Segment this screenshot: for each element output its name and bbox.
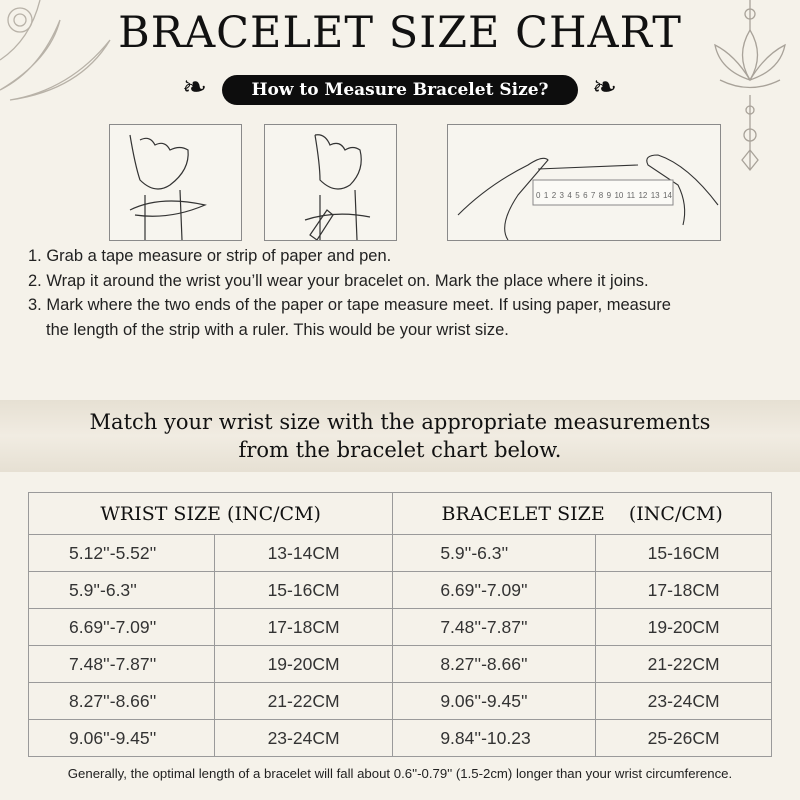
step-1: 1. Grab a tape measure or strip of paper… (28, 247, 392, 265)
wrist-inches-cell: 5.9''-6.3'' (28, 571, 215, 609)
table-row: 8.27''-8.66'' 21-22CM 9.06''-9.45'' 23-24CM (28, 682, 772, 720)
ruler-number: 12 (638, 191, 648, 200)
table-row: 6.69''-7.09'' 17-18CM 7.48''-7.87'' 19-20CM (28, 608, 772, 646)
lotus-ornament-icon (0, 0, 111, 101)
step-3-continued: the length of the strip with a ruler. Th… (46, 320, 509, 339)
ruler-number: 13 (650, 191, 660, 200)
match-line-2: from the bracelet chart below. (238, 438, 562, 462)
size-chart-table: WRIST SIZE (INC/CM) BRACELET SIZE (INC/C… (27, 492, 772, 757)
match-line-1: Match your wrist size with the appropria… (89, 410, 711, 434)
hands-ruler-icon (457, 154, 719, 240)
illustration-wrap-tape (109, 124, 242, 241)
table-row: 5.9''-6.3'' 15-16CM 6.69''-7.09'' 17-18CM (28, 571, 772, 609)
table-row: 5.12''-5.52'' 13-14CM 5.9''-6.3'' 15-16CM (28, 534, 772, 572)
wrist-cm-cell: 13-14CM (213, 534, 394, 572)
step-2: 2. Wrap it around the wrist you’ll wear … (28, 271, 649, 290)
ruler-number: 3 (559, 191, 564, 200)
match-instructions: Match your wrist size with the appropria… (0, 408, 800, 464)
bracelet-inches-cell: 9.84''-10.23 (392, 719, 597, 757)
hand-wrap-icon (129, 134, 207, 240)
bracelet-inches-cell: 5.9''-6.3'' (392, 534, 597, 572)
ruler-number: 0 (536, 191, 541, 200)
wrist-cm-cell: 15-16CM (213, 571, 394, 609)
wrist-inches-cell: 7.48''-7.87'' (28, 645, 215, 683)
wrist-size-header: WRIST SIZE (INC/CM) (27, 492, 394, 535)
illustration-ruler: 0 1 2 3 4 5 6 7 8 9 10 11 12 13 14 (447, 124, 721, 241)
wrist-inches-cell: 9.06''-9.45'' (28, 719, 215, 757)
match-band (0, 400, 800, 472)
bracelet-cm-cell: 23-24CM (595, 682, 772, 720)
wrist-inches-cell: 8.27''-8.66'' (28, 682, 215, 720)
bracelet-cm-cell: 17-18CM (595, 571, 772, 609)
hanging-lotus-ornament-icon (714, 0, 786, 172)
ruler-number: 2 (551, 191, 557, 200)
table-row: 9.06''-9.45'' 23-24CM 9.84''-10.23 25-26CM (28, 719, 772, 757)
wrist-cm-cell: 23-24CM (213, 719, 394, 757)
wrist-inches-cell: 5.12''-5.52'' (28, 534, 215, 572)
ruler-number: 11 (626, 191, 636, 200)
bracelet-cm-cell: 21-22CM (595, 645, 772, 683)
ruler-number: 10 (614, 191, 624, 200)
wrist-cm-cell: 17-18CM (213, 608, 394, 646)
right-swirl-icon: ❧ (592, 70, 618, 105)
ruler-number: 9 (606, 191, 612, 200)
bracelet-cm-cell: 19-20CM (595, 608, 772, 646)
ruler-number: 8 (598, 191, 604, 200)
bracelet-size-header: BRACELET SIZE (INC/CM) (392, 492, 772, 535)
step-3: 3. Mark where the two ends of the paper … (28, 296, 671, 314)
left-swirl-icon: ❧ (182, 70, 208, 105)
bracelet-cm-cell: 15-16CM (595, 534, 772, 572)
bracelet-inches-cell: 9.06''-9.45'' (392, 682, 597, 720)
wrist-inches-cell: 6.69''-7.09'' (28, 608, 215, 646)
bracelet-cm-cell: 25-26CM (595, 719, 772, 757)
ruler-number: 4 (567, 191, 572, 200)
bracelet-inches-cell: 7.48''-7.87'' (392, 608, 597, 646)
subtitle-pill: How to Measure Bracelet Size? (222, 75, 578, 105)
ruler-number: 5 (575, 191, 580, 200)
bracelet-inches-cell: 6.69''-7.09'' (392, 571, 597, 609)
instruction-steps: 1. Grab a tape measure or strip of paper… (28, 244, 671, 342)
ruler-number: 6 (583, 191, 588, 200)
page-title: BRACELET SIZE CHART (118, 8, 682, 58)
table-header-row: WRIST SIZE (INC/CM) BRACELET SIZE (INC/C… (27, 492, 772, 535)
ruler-scale: 0 1 2 3 4 5 6 7 8 9 10 11 12 13 14 (536, 191, 672, 200)
ruler-number: 14 (663, 191, 672, 200)
bracelet-inches-cell: 8.27''-8.66'' (392, 645, 597, 683)
hand-mark-icon (304, 134, 371, 240)
ruler-number: 1 (543, 191, 549, 200)
wrist-cm-cell: 21-22CM (213, 682, 394, 720)
footnote: Generally, the optimal length of a brace… (67, 766, 733, 781)
table-row: 7.48''-7.87'' 19-20CM 8.27''-8.66'' 21-22CM (28, 645, 772, 683)
illustration-mark-tape (264, 124, 397, 241)
wrist-cm-cell: 19-20CM (213, 645, 394, 683)
ruler-number: 7 (590, 191, 596, 200)
